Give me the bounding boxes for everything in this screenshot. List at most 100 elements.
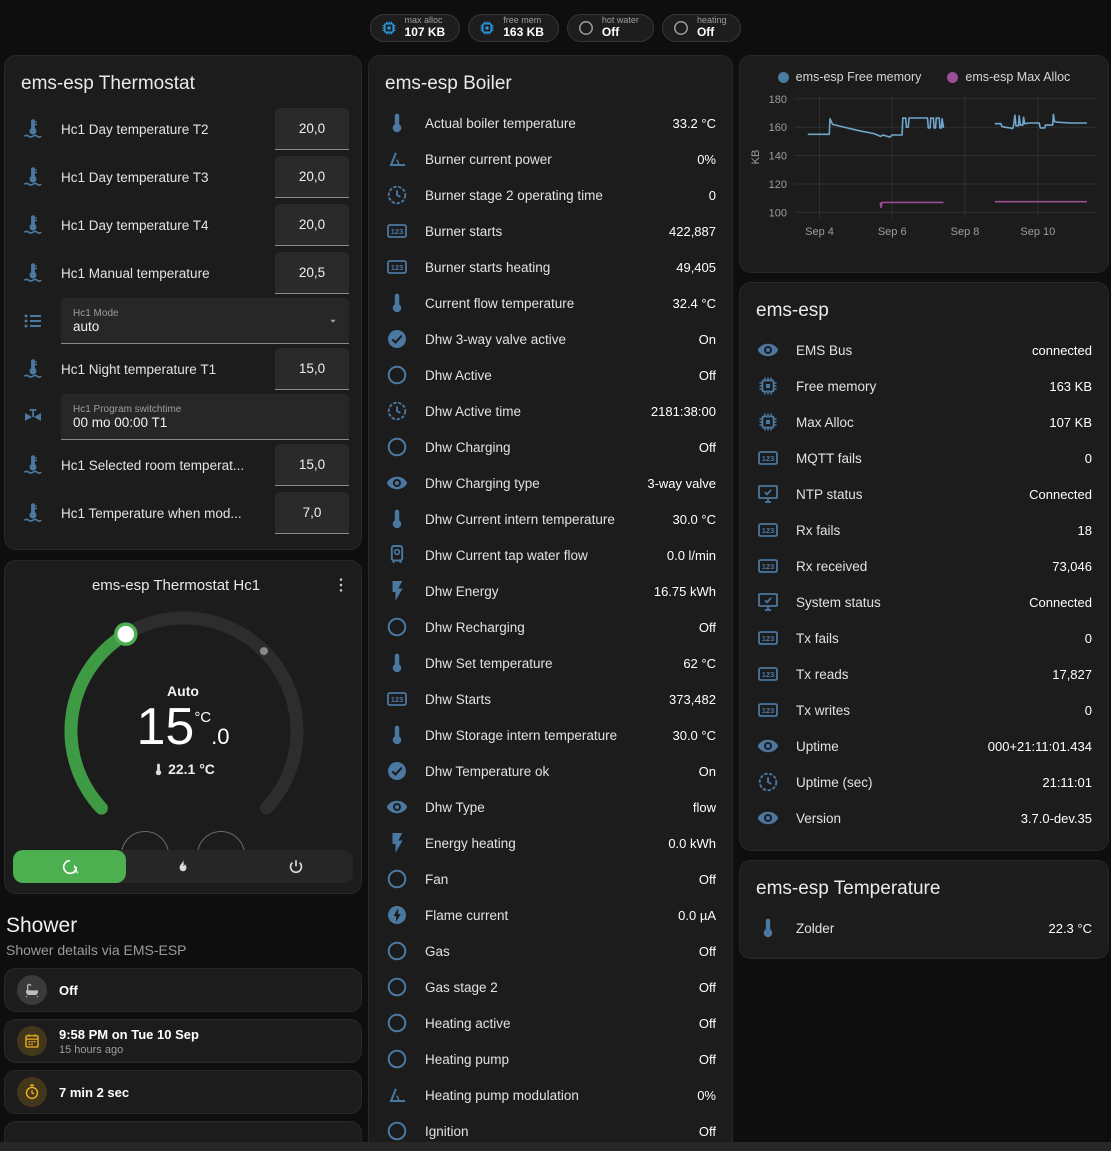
entity-name: Current flow temperature (425, 295, 575, 311)
entity-row[interactable]: Dhw Charging type 3-way valve (369, 465, 732, 501)
shower-tile[interactable]: 7 min 2 sec (4, 1070, 362, 1114)
entity-row[interactable]: Max Alloc 107 KB (740, 404, 1108, 440)
entity-row[interactable]: Burner current power 0% (369, 141, 732, 177)
entity-value: Off (698, 871, 716, 887)
entity-row[interactable]: Gas Off (369, 933, 732, 969)
number-input[interactable]: 20,0 (275, 156, 349, 198)
circle-outline-icon (385, 615, 409, 639)
header-badge[interactable]: free mem 163 KB (468, 13, 559, 42)
entity-value: 62 °C (683, 655, 716, 671)
shower-tile[interactable]: Off (4, 968, 362, 1012)
entity-row[interactable]: Heating active Off (369, 1005, 732, 1041)
entity-row[interactable]: 123 Tx writes 0 (740, 692, 1108, 728)
thermostat-dial[interactable]: Auto 15°C.0 22.1 °C (5, 591, 361, 879)
entity-row[interactable]: Actual boiler temperature 33.2 °C (369, 105, 732, 141)
monitor-check-icon (756, 590, 780, 614)
entity-row[interactable]: Zolder 22.3 °C (740, 910, 1108, 946)
entity-row[interactable]: Fan Off (369, 861, 732, 897)
chart-legend: ems-esp Free memory ems-esp Max Alloc (748, 62, 1100, 88)
entity-row[interactable]: Uptime (sec) 21:11:01 (740, 764, 1108, 800)
svg-text:123: 123 (762, 670, 775, 679)
hvac-mode-flame[interactable] (126, 850, 239, 883)
entity-row[interactable]: Heating pump modulation 0% (369, 1077, 732, 1113)
entity-row[interactable]: Dhw Energy 16.75 kWh (369, 573, 732, 609)
entity-name: Dhw Temperature ok (425, 763, 550, 779)
header-badge[interactable]: hot water Off (566, 13, 654, 42)
legend-item[interactable]: ems-esp Free memory (777, 70, 921, 84)
number-input[interactable]: 7,0 (275, 492, 349, 534)
memory-history-chart[interactable]: 100 120 140 160 180 Sep 4 Sep 6 Sep 8 Sep 10 KB (748, 88, 1102, 254)
entity-name: Gas (425, 943, 450, 959)
number-input[interactable]: 20,5 (275, 252, 349, 294)
entity-name: Dhw Active time (425, 403, 522, 419)
entity-name: Dhw Energy (425, 583, 499, 599)
entity-value: 2181:38:00 (650, 403, 716, 419)
entity-row[interactable]: Free memory 163 KB (740, 368, 1108, 404)
config-row: Hc1 Selected room temperat... 15,0 (5, 441, 361, 489)
entity-row[interactable]: Energy heating 0.0 kWh (369, 825, 732, 861)
entity-row[interactable]: 123 Dhw Starts 373,482 (369, 681, 732, 717)
entity-name: Uptime (sec) (796, 774, 873, 790)
entity-row[interactable]: Ignition Off (369, 1113, 732, 1149)
svg-text:Sep 10: Sep 10 (1020, 226, 1055, 238)
hvac-mode-auto[interactable]: A (13, 850, 127, 883)
number-input[interactable]: 20,0 (275, 204, 349, 246)
entity-row[interactable]: 123 Burner starts 422,887 (369, 213, 732, 249)
entity-row[interactable]: 123 Rx received 73,046 (740, 548, 1108, 584)
entity-row[interactable]: Dhw Current tap water flow 0.0 l/min (369, 537, 732, 573)
entity-row[interactable]: Version 3.7.0-dev.35 (740, 800, 1108, 836)
entity-row[interactable]: Heating pump Off (369, 1041, 732, 1077)
entity-row[interactable]: 123 MQTT fails 0 (740, 440, 1108, 476)
header-badge-row: max alloc 107 KB free mem 163 KB hot wat… (0, 0, 1111, 55)
entity-value: 0.0 l/min (666, 547, 716, 563)
entity-row[interactable]: 123 Tx reads 17,827 (740, 656, 1108, 692)
water-thermometer-icon (21, 213, 45, 237)
legend-item[interactable]: ems-esp Max Alloc (947, 70, 1070, 84)
entity-row[interactable]: NTP status Connected (740, 476, 1108, 512)
entity-row[interactable]: System status Connected (740, 584, 1108, 620)
entity-row[interactable]: Dhw Active Off (369, 357, 732, 393)
number-input[interactable]: 20,0 (275, 108, 349, 150)
hc1-card-title: ems-esp Thermostat Hc1 (91, 576, 261, 594)
svg-text:A: A (73, 867, 78, 875)
entity-name: MQTT fails (796, 450, 862, 466)
svg-text:123: 123 (391, 227, 404, 236)
hvac-mode-power[interactable] (240, 850, 353, 883)
config-row: Hc1 Night temperature T1 15,0 (5, 345, 361, 393)
entity-row[interactable]: Dhw Type flow (369, 789, 732, 825)
thermometer-icon (756, 916, 780, 940)
number-input[interactable]: 15,0 (275, 348, 349, 390)
entity-row[interactable]: 123 Rx fails 18 (740, 512, 1108, 548)
number-input[interactable]: 15,0 (275, 444, 349, 486)
entity-name: System status (796, 594, 881, 610)
svg-text:123: 123 (391, 263, 404, 272)
tile-primary: Off (59, 982, 78, 998)
header-badge[interactable]: heating Off (661, 13, 742, 42)
entity-row[interactable]: Dhw Active time 2181:38:00 (369, 393, 732, 429)
text-input[interactable]: Hc1 Program switchtime 00 mo 00:00 T1 (61, 394, 349, 440)
entity-row[interactable]: Dhw Charging Off (369, 429, 732, 465)
entity-row[interactable]: Gas stage 2 Off (369, 969, 732, 1005)
entity-row[interactable]: Flame current 0.0 µA (369, 897, 732, 933)
entity-row[interactable]: Dhw Storage intern temperature 30.0 °C (369, 717, 732, 753)
entity-row[interactable]: Dhw Recharging Off (369, 609, 732, 645)
entity-row[interactable]: Uptime 000+21:11:01.434 (740, 728, 1108, 764)
entity-row[interactable]: Current flow temperature 32.4 °C (369, 285, 732, 321)
entity-row[interactable]: EMS Bus connected (740, 332, 1108, 368)
entity-row[interactable]: 123 Tx fails 0 (740, 620, 1108, 656)
header-badge[interactable]: max alloc 107 KB (369, 13, 461, 42)
kebab-menu-icon[interactable] (331, 575, 351, 595)
entity-value: Off (698, 943, 716, 959)
entity-row[interactable]: Dhw Temperature ok On (369, 753, 732, 789)
entity-row[interactable]: 123 Burner starts heating 49,405 (369, 249, 732, 285)
entity-row[interactable]: Dhw Set temperature 62 °C (369, 645, 732, 681)
shower-tile[interactable]: 9:58 PM on Tue 10 Sep 15 hours ago (4, 1019, 362, 1063)
mode-select[interactable]: Hc1 Mode auto (61, 298, 349, 344)
boiler-card: ems-esp Boiler Actual boiler temperature… (368, 55, 733, 1151)
entity-row[interactable]: Burner stage 2 operating time 0 (369, 177, 732, 213)
entity-row[interactable]: Dhw 3-way valve active On (369, 321, 732, 357)
config-row: Hc1 Manual temperature 20,5 (5, 249, 361, 297)
entity-name: Dhw Starts (425, 691, 492, 707)
entity-row[interactable]: Dhw Current intern temperature 30.0 °C (369, 501, 732, 537)
entity-name: Uptime (796, 738, 839, 754)
